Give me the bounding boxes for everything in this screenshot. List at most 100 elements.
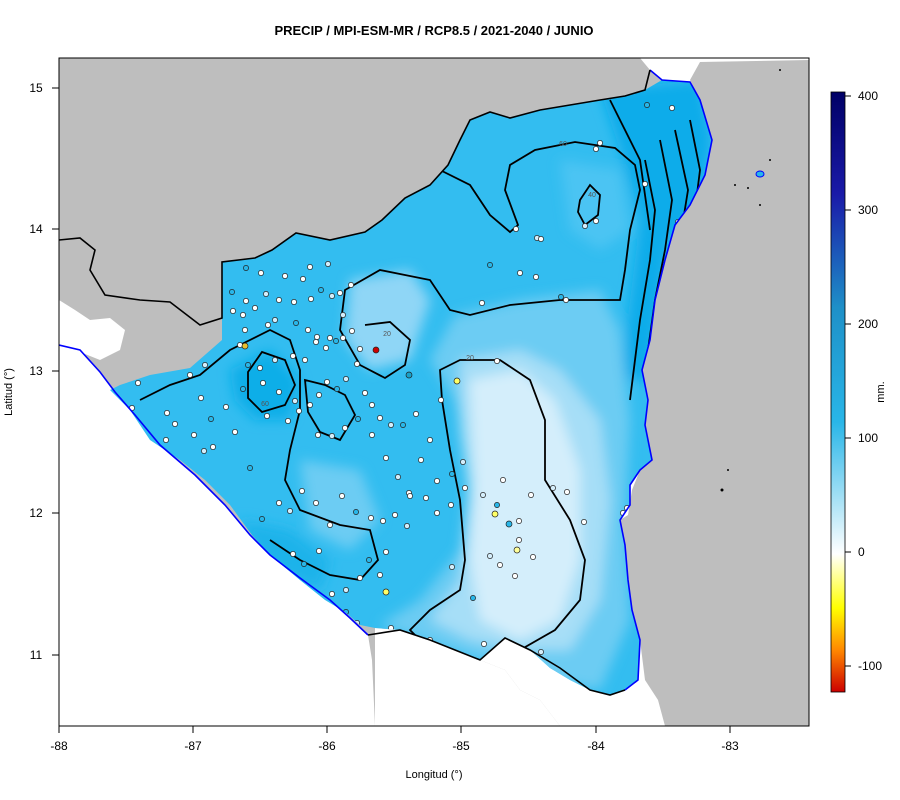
station-marker xyxy=(538,236,544,242)
colorbar-tick: 0 xyxy=(858,545,865,559)
station-marker xyxy=(669,105,675,111)
caribbean-sea xyxy=(480,58,809,726)
station-marker xyxy=(307,264,313,270)
station-marker xyxy=(423,495,429,501)
station-marker xyxy=(307,402,313,408)
station-marker xyxy=(343,587,349,593)
station-marker xyxy=(355,416,361,422)
y-tick-label: 13 xyxy=(29,364,43,378)
station-marker xyxy=(327,522,333,528)
station-marker xyxy=(316,392,322,398)
station-marker xyxy=(201,448,207,454)
station-marker xyxy=(497,562,503,568)
station-marker xyxy=(494,502,500,508)
station-marker xyxy=(313,500,319,506)
station-marker xyxy=(292,398,298,404)
station-marker xyxy=(516,537,522,543)
station-marker xyxy=(276,389,282,395)
station-marker xyxy=(202,362,208,368)
station-marker xyxy=(240,312,246,318)
station-marker xyxy=(357,575,363,581)
station-marker xyxy=(362,390,368,396)
station-marker xyxy=(353,509,359,515)
station-marker xyxy=(291,299,297,305)
station-marker xyxy=(164,410,170,416)
station-marker xyxy=(377,415,383,421)
station-marker xyxy=(313,339,319,345)
station-marker xyxy=(305,327,311,333)
station-marker xyxy=(404,523,410,529)
pacific-ocean xyxy=(59,345,375,726)
station-marker xyxy=(400,422,406,428)
station-marker xyxy=(644,102,650,108)
station-marker xyxy=(285,418,291,424)
station-marker xyxy=(563,297,569,303)
contour-label: 20 xyxy=(466,355,474,362)
map-plot-area xyxy=(59,58,809,726)
station-marker xyxy=(512,573,518,579)
station-marker xyxy=(241,342,249,350)
station-marker xyxy=(597,140,603,146)
station-marker xyxy=(334,386,340,392)
station-marker xyxy=(282,273,288,279)
station-marker xyxy=(293,320,299,326)
station-marker xyxy=(243,265,249,271)
y-tick-label: 12 xyxy=(29,506,43,520)
contour-label: 40 xyxy=(588,192,596,199)
contour-label: 60 xyxy=(261,401,269,408)
station-marker xyxy=(260,380,266,386)
station-marker xyxy=(257,365,263,371)
islands xyxy=(720,69,781,492)
station-marker xyxy=(252,305,258,311)
station-marker xyxy=(487,553,493,559)
station-marker xyxy=(480,492,486,498)
station-marker xyxy=(462,485,468,491)
station-marker xyxy=(395,474,401,480)
contour-label: 20 xyxy=(383,331,391,338)
station-marker xyxy=(229,289,235,295)
station-marker xyxy=(392,512,398,518)
station-marker xyxy=(449,564,455,570)
station-marker xyxy=(308,296,314,302)
colorbar-tick: 400 xyxy=(858,89,878,103)
station-marker xyxy=(263,291,269,297)
colorbar-tick: 300 xyxy=(858,203,878,217)
station-marker xyxy=(264,413,270,419)
station-marker xyxy=(500,477,506,483)
station-marker xyxy=(407,493,413,499)
station-marker xyxy=(208,416,214,422)
station-marker xyxy=(340,312,346,318)
station-markers xyxy=(122,102,681,655)
station-marker xyxy=(191,432,197,438)
station-marker xyxy=(325,261,331,267)
gulf-of-fonseca xyxy=(59,300,125,360)
station-marker xyxy=(538,649,544,655)
station-marker xyxy=(427,437,433,443)
station-marker xyxy=(343,376,349,382)
caribbean-coastline xyxy=(619,69,713,691)
station-marker xyxy=(230,308,236,314)
station-marker xyxy=(449,471,455,477)
station-marker xyxy=(210,444,216,450)
station-marker xyxy=(245,362,251,368)
station-marker xyxy=(453,377,461,385)
station-marker xyxy=(366,557,372,563)
station-marker xyxy=(349,328,355,334)
y-tick-label: 14 xyxy=(29,222,43,236)
station-marker xyxy=(369,432,375,438)
y-tick-label: 11 xyxy=(30,648,43,662)
x-axis: -88 -87 -86 -85 -84 -83 Longitud (°) xyxy=(50,726,739,781)
station-marker xyxy=(340,335,346,341)
station-marker xyxy=(434,510,440,516)
station-marker xyxy=(479,300,485,306)
station-marker xyxy=(513,226,519,232)
station-marker xyxy=(276,500,282,506)
y-axis: 15 14 13 12 11 Latitud (°) xyxy=(3,81,59,662)
station-marker xyxy=(327,335,333,341)
station-marker xyxy=(369,402,375,408)
station-marker xyxy=(240,386,246,392)
contour-lines xyxy=(139,99,701,661)
station-marker xyxy=(642,181,648,187)
station-marker xyxy=(405,371,413,379)
